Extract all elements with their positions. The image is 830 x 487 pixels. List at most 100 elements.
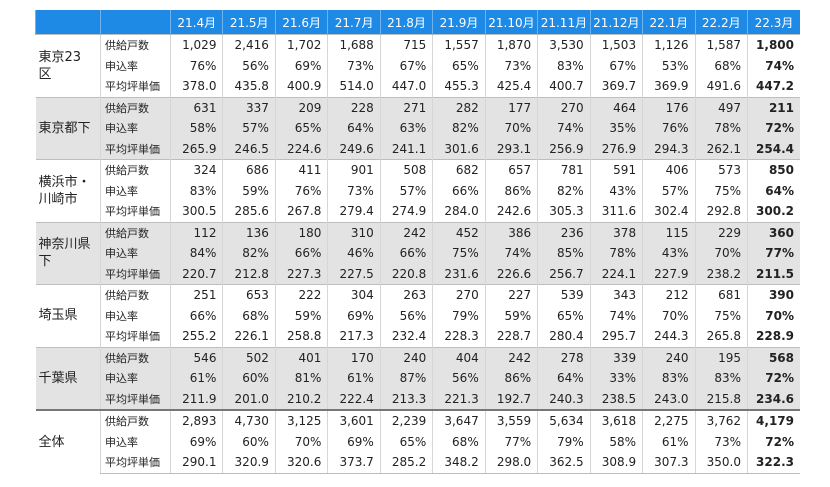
data-cell: 265.9 bbox=[169, 138, 223, 160]
metric-label: 平均坪単価 bbox=[100, 263, 171, 285]
data-cell: 82% bbox=[222, 243, 276, 264]
data-cell: 70% bbox=[484, 118, 538, 139]
data-cell: 212 bbox=[642, 284, 696, 306]
data-cell: 224.1 bbox=[589, 263, 643, 285]
data-cell: 67% bbox=[379, 55, 433, 76]
data-cell: 65% bbox=[432, 55, 486, 76]
data-cell: 53% bbox=[642, 55, 696, 76]
data-cell: 4,179 bbox=[746, 409, 800, 432]
data-cell: 373.7 bbox=[327, 452, 381, 474]
data-cell: 284.0 bbox=[432, 201, 486, 222]
data-cell: 238.5 bbox=[589, 388, 643, 410]
table-row: 平均坪単価 255.2 226.1 258.8 217.3 232.4 228.3 228.7… bbox=[36, 326, 800, 347]
data-cell: 1,126 bbox=[642, 34, 696, 56]
data-cell: 2,893 bbox=[169, 409, 223, 432]
data-cell: 573 bbox=[694, 159, 748, 181]
data-cell: 228.9 bbox=[746, 326, 800, 347]
table-row: 申込率 83% 59% 76% 73% 57% 66% 86% 82% 43% 57% 75% 64% bbox=[36, 180, 800, 201]
table-row: 横浜市・川崎市 供給戸数 324 686 411 901 508 682 657 781 591 40… bbox=[35, 159, 800, 222]
data-cell: 43% bbox=[589, 180, 643, 201]
data-cell: 3,647 bbox=[432, 409, 486, 432]
data-cell: 59% bbox=[274, 305, 328, 326]
metric-label: 申込率 bbox=[100, 305, 171, 326]
data-cell: 3,762 bbox=[694, 409, 748, 432]
data-cell: 57% bbox=[222, 118, 276, 139]
data-cell: 220.8 bbox=[379, 263, 433, 285]
data-cell: 212.8 bbox=[222, 263, 276, 285]
data-cell: 115 bbox=[642, 221, 696, 243]
data-cell: 70% bbox=[642, 305, 696, 326]
data-cell: 68% bbox=[694, 55, 748, 76]
data-cell: 112 bbox=[169, 221, 223, 243]
data-cell: 271 bbox=[379, 96, 433, 118]
data-cell: 452 bbox=[432, 221, 486, 243]
sales-table: 21.4月 21.5月 21.6月 21.7月 21.8月 21.9月 21.10月 21.1… bbox=[35, 10, 800, 474]
data-cell: 236 bbox=[537, 221, 591, 243]
table-row: 東京都下 供給戸数 631 337 209 228 271 282 177 270 464 176 49… bbox=[35, 96, 800, 160]
data-cell: 278 bbox=[537, 346, 591, 368]
metric-label: 供給戸数 bbox=[100, 284, 171, 306]
data-cell: 65% bbox=[274, 118, 328, 139]
data-cell: 400.7 bbox=[537, 76, 591, 97]
column-header: 21.12月 bbox=[589, 10, 643, 35]
data-cell: 3,618 bbox=[589, 409, 643, 432]
region-label: 全体 bbox=[35, 409, 101, 473]
data-cell: 35% bbox=[589, 118, 643, 139]
metric-label: 申込率 bbox=[100, 431, 171, 452]
data-cell: 263 bbox=[379, 284, 433, 306]
table-row: 東京23区 供給戸数 1,029 2,416 1,702 1,688 715 1,557 1,8… bbox=[35, 34, 800, 97]
data-cell: 211 bbox=[746, 96, 800, 118]
data-cell: 681 bbox=[694, 284, 748, 306]
metric-label: 平均坪単価 bbox=[100, 388, 171, 410]
data-cell: 254.4 bbox=[746, 138, 800, 160]
data-cell: 320.6 bbox=[274, 452, 328, 474]
column-header: 22.2月 bbox=[694, 10, 748, 35]
data-cell: 322.3 bbox=[746, 452, 800, 474]
metric-label: 平均坪単価 bbox=[100, 452, 171, 474]
data-cell: 301.6 bbox=[432, 138, 486, 160]
data-cell: 176 bbox=[642, 96, 696, 118]
data-cell: 2,416 bbox=[222, 34, 276, 56]
region-label: 神奈川県下 bbox=[35, 221, 101, 285]
data-cell: 77% bbox=[746, 243, 800, 264]
data-cell: 217.3 bbox=[327, 326, 381, 347]
data-cell: 302.4 bbox=[642, 201, 696, 222]
region-label: 東京都下 bbox=[35, 96, 101, 160]
data-cell: 362.5 bbox=[537, 452, 591, 474]
data-cell: 292.8 bbox=[694, 201, 748, 222]
data-cell: 177 bbox=[484, 96, 538, 118]
data-cell: 238.2 bbox=[694, 263, 748, 285]
data-cell: 210.2 bbox=[274, 388, 328, 410]
data-cell: 70% bbox=[694, 243, 748, 264]
metric-label: 申込率 bbox=[100, 243, 171, 264]
data-cell: 76% bbox=[274, 180, 328, 201]
data-cell: 78% bbox=[589, 243, 643, 264]
data-cell: 390 bbox=[746, 284, 800, 306]
data-cell: 1,800 bbox=[746, 34, 800, 56]
data-cell: 901 bbox=[327, 159, 381, 181]
data-cell: 227.5 bbox=[327, 263, 381, 285]
column-header: 21.8月 bbox=[379, 10, 433, 35]
data-cell: 73% bbox=[327, 180, 381, 201]
data-cell: 209 bbox=[274, 96, 328, 118]
column-header: 22.3月 bbox=[746, 10, 800, 35]
metric-label: 申込率 bbox=[100, 368, 171, 389]
data-cell: 294.3 bbox=[642, 138, 696, 160]
data-cell: 64% bbox=[537, 368, 591, 389]
data-cell: 850 bbox=[746, 159, 800, 181]
data-cell: 425.4 bbox=[484, 76, 538, 97]
data-cell: 59% bbox=[222, 180, 276, 201]
data-cell: 256.7 bbox=[537, 263, 591, 285]
data-cell: 246.5 bbox=[222, 138, 276, 160]
header-blank bbox=[100, 10, 171, 35]
data-cell: 170 bbox=[327, 346, 381, 368]
column-header: 21.7月 bbox=[327, 10, 381, 35]
data-cell: 497 bbox=[694, 96, 748, 118]
data-cell: 83% bbox=[694, 368, 748, 389]
data-cell: 82% bbox=[537, 180, 591, 201]
data-cell: 211.9 bbox=[169, 388, 223, 410]
data-cell: 447.2 bbox=[746, 76, 800, 97]
data-cell: 282 bbox=[432, 96, 486, 118]
data-cell: 274.9 bbox=[379, 201, 433, 222]
data-cell: 66% bbox=[274, 243, 328, 264]
